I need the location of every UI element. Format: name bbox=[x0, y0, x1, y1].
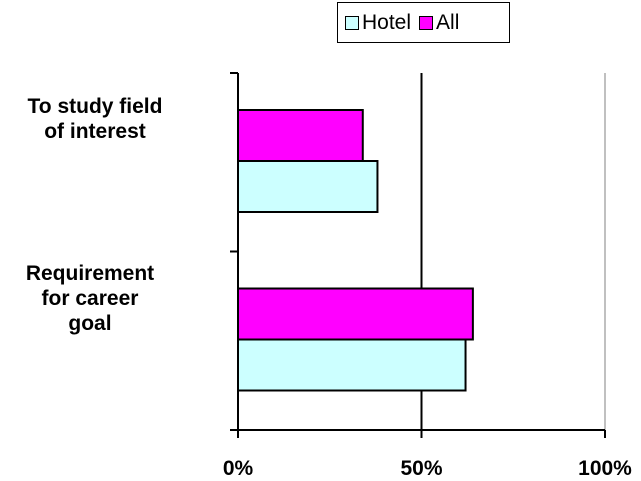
x-tick-label: 100% bbox=[578, 457, 632, 480]
legend-swatch-hotel bbox=[345, 15, 359, 30]
legend-swatch-all bbox=[419, 15, 434, 30]
legend-label-all: All bbox=[436, 11, 460, 34]
category-label-study: To study field of interest bbox=[5, 94, 185, 144]
category-label-line: goal bbox=[68, 312, 112, 336]
category-label-line: for career bbox=[41, 287, 139, 311]
bar-hotel-0 bbox=[237, 160, 379, 213]
category-label-line: of interest bbox=[44, 120, 146, 144]
legend-label-hotel: Hotel bbox=[362, 11, 412, 34]
category-label-line: Requirement bbox=[25, 262, 155, 285]
category-label-career: Requirement for career goal bbox=[0, 261, 180, 337]
legend: Hotel All bbox=[337, 2, 510, 43]
legend-item-all: All bbox=[419, 12, 459, 33]
bar-all-0 bbox=[237, 109, 364, 162]
bar-all-1 bbox=[237, 287, 474, 341]
x-tick-label: 50% bbox=[400, 457, 442, 480]
bar-hotel-1 bbox=[237, 338, 467, 392]
category-label-line: To study field bbox=[27, 95, 163, 118]
x-tick-label: 0% bbox=[223, 457, 254, 480]
legend-item-hotel: Hotel bbox=[345, 12, 411, 33]
